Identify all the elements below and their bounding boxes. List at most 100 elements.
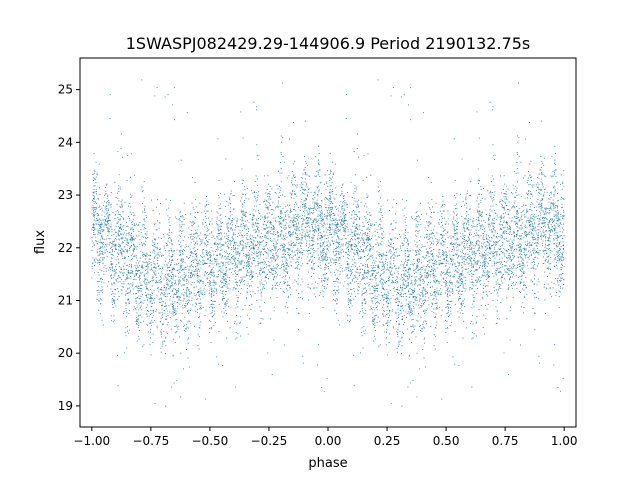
data-point bbox=[519, 344, 521, 346]
data-point bbox=[406, 199, 408, 201]
data-point bbox=[218, 233, 220, 234]
data-point bbox=[426, 272, 428, 274]
data-point bbox=[501, 276, 503, 278]
data-point bbox=[437, 308, 439, 310]
data-point bbox=[372, 274, 374, 275]
data-point bbox=[323, 285, 325, 287]
data-point bbox=[418, 250, 420, 252]
data-point bbox=[187, 312, 189, 314]
data-point bbox=[443, 243, 445, 245]
data-point bbox=[543, 250, 544, 252]
data-point bbox=[256, 106, 258, 108]
data-point bbox=[349, 319, 351, 321]
data-point bbox=[338, 289, 340, 291]
data-point bbox=[503, 207, 505, 209]
data-point bbox=[214, 301, 215, 302]
data-point bbox=[531, 201, 533, 203]
data-point bbox=[169, 293, 170, 295]
data-point bbox=[146, 295, 147, 297]
data-point bbox=[328, 191, 330, 193]
data-point bbox=[221, 287, 223, 289]
data-point bbox=[135, 235, 137, 237]
data-point bbox=[310, 207, 312, 209]
data-point bbox=[145, 233, 147, 235]
data-point bbox=[359, 311, 361, 313]
data-point bbox=[562, 251, 564, 253]
data-point bbox=[265, 203, 266, 205]
data-point bbox=[525, 285, 526, 287]
data-point bbox=[560, 224, 562, 226]
data-point bbox=[245, 224, 247, 226]
data-point bbox=[454, 233, 456, 234]
data-point bbox=[553, 233, 555, 235]
data-point bbox=[185, 295, 187, 297]
data-point bbox=[357, 289, 359, 291]
data-point bbox=[382, 231, 384, 233]
data-point bbox=[161, 304, 163, 306]
data-point bbox=[534, 329, 536, 331]
data-point bbox=[396, 347, 398, 349]
data-point bbox=[93, 188, 95, 190]
data-point bbox=[473, 253, 475, 255]
data-point bbox=[179, 251, 181, 253]
data-point bbox=[354, 262, 356, 264]
data-point bbox=[201, 256, 203, 258]
data-point bbox=[365, 246, 367, 248]
data-point bbox=[223, 297, 225, 299]
data-point bbox=[386, 306, 388, 308]
data-point bbox=[241, 244, 243, 246]
data-point bbox=[532, 228, 534, 230]
data-point bbox=[195, 199, 197, 201]
data-point bbox=[134, 248, 136, 250]
data-point bbox=[358, 251, 360, 253]
data-point bbox=[449, 306, 451, 308]
data-point bbox=[426, 323, 427, 325]
data-point bbox=[408, 259, 410, 261]
data-point bbox=[226, 225, 228, 227]
data-point bbox=[326, 237, 328, 239]
data-point bbox=[151, 295, 153, 297]
data-point bbox=[477, 250, 478, 252]
data-point bbox=[544, 234, 546, 236]
data-point bbox=[456, 271, 458, 273]
data-point bbox=[125, 307, 127, 309]
data-point bbox=[230, 228, 232, 230]
data-point bbox=[455, 242, 457, 244]
data-point bbox=[247, 333, 249, 335]
data-point bbox=[545, 243, 546, 245]
data-point bbox=[539, 236, 541, 237]
data-point bbox=[104, 194, 105, 196]
data-point bbox=[111, 301, 113, 303]
data-point bbox=[185, 292, 187, 294]
data-point bbox=[100, 224, 102, 226]
data-point bbox=[534, 312, 536, 314]
data-point bbox=[99, 262, 101, 263]
data-point bbox=[416, 268, 417, 270]
data-point bbox=[452, 276, 454, 278]
data-point bbox=[499, 271, 501, 273]
data-point bbox=[125, 316, 127, 318]
data-point bbox=[227, 241, 229, 243]
data-point bbox=[220, 193, 222, 195]
data-point bbox=[120, 148, 122, 150]
data-point bbox=[535, 242, 537, 244]
data-point bbox=[468, 268, 470, 270]
data-point bbox=[516, 267, 518, 269]
data-point bbox=[368, 238, 370, 240]
data-point bbox=[260, 241, 262, 243]
data-point bbox=[507, 188, 509, 190]
data-point bbox=[390, 245, 392, 247]
data-point bbox=[343, 227, 345, 229]
data-point bbox=[117, 281, 119, 283]
data-point bbox=[146, 313, 148, 315]
data-point bbox=[499, 246, 501, 247]
data-point bbox=[330, 271, 332, 273]
data-point bbox=[223, 307, 225, 309]
data-point bbox=[504, 226, 506, 228]
data-point bbox=[329, 199, 331, 200]
data-point bbox=[148, 310, 149, 312]
data-point bbox=[252, 192, 254, 194]
data-point bbox=[125, 274, 127, 276]
data-point bbox=[411, 331, 413, 333]
data-point bbox=[348, 255, 350, 256]
